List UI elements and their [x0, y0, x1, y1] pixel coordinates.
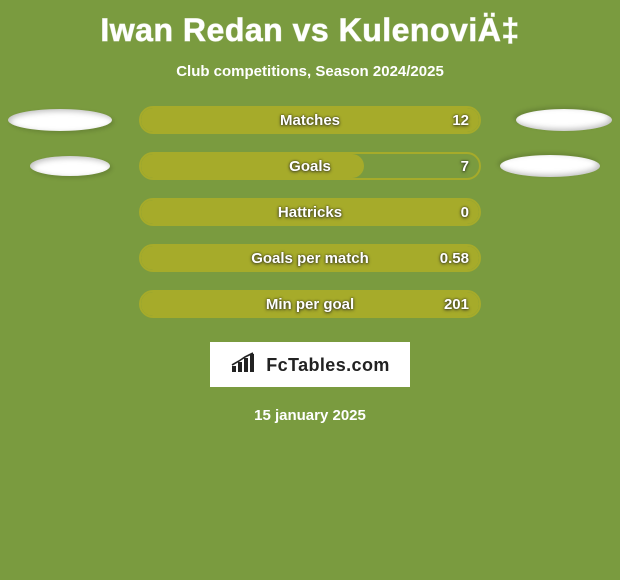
player-marker-left [8, 109, 112, 131]
stat-bar: Hattricks0 [139, 198, 481, 226]
brand-box: FcTables.com [208, 340, 412, 389]
player-marker-right [500, 155, 600, 177]
brand-chart-icon [230, 352, 258, 379]
stats-rows: Matches12 Goals7 Hattricks0 Goals per match… [0, 106, 620, 318]
stat-value: 7 [461, 154, 469, 178]
stat-bar-fill [141, 292, 479, 316]
stat-bar: Min per goal201 [139, 290, 481, 318]
stat-bar: Goals per match0.58 [139, 244, 481, 272]
stat-bar: Matches12 [139, 106, 481, 134]
comparison-title: Iwan Redan vs KulenoviÄ‡ [0, 0, 620, 49]
stat-row: Matches12 [0, 106, 620, 134]
stat-row: Goals per match0.58 [0, 244, 620, 272]
comparison-subtitle: Club competitions, Season 2024/2025 [0, 63, 620, 80]
player-marker-left [30, 156, 110, 176]
date-label: 15 january 2025 [0, 407, 620, 424]
stat-bar-fill [141, 154, 364, 178]
stat-row: Hattricks0 [0, 198, 620, 226]
brand-text: FcTables.com [266, 355, 390, 376]
stat-bar-fill [141, 246, 479, 270]
stat-row: Goals7 [0, 152, 620, 180]
player-marker-right [516, 109, 612, 131]
stat-bar-fill [141, 200, 479, 224]
stat-row: Min per goal201 [0, 290, 620, 318]
stat-bar: Goals7 [139, 152, 481, 180]
stat-bar-fill [141, 108, 479, 132]
